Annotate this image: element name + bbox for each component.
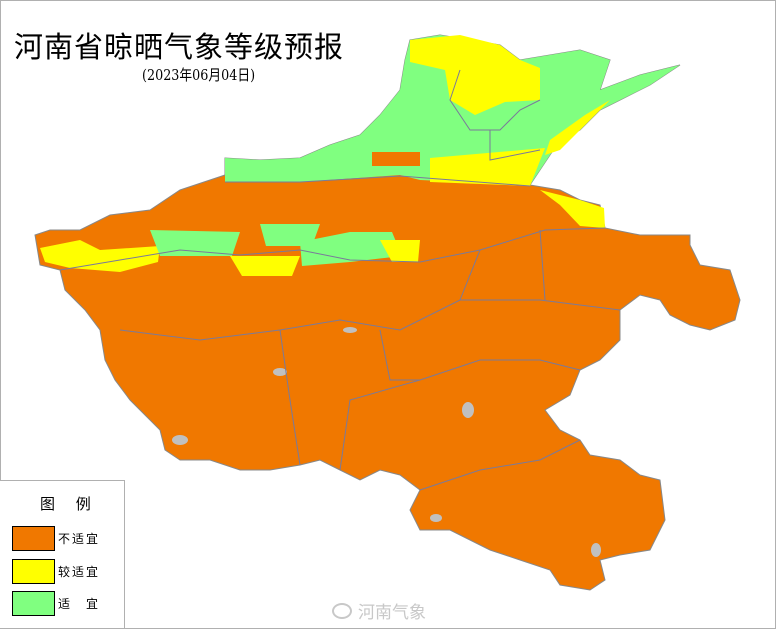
- reservoir: [462, 402, 474, 418]
- region-fair-central: [230, 256, 300, 276]
- region-fair-west: [40, 240, 160, 272]
- region-suitable-west: [150, 230, 240, 256]
- legend-swatch: [12, 591, 55, 616]
- weibo-icon: [332, 602, 352, 619]
- legend-label: 不适宜: [58, 532, 101, 546]
- legend-item-suitable: 适 宜: [12, 591, 100, 616]
- region-suitable-north: [225, 35, 680, 185]
- region-suitable-central1: [260, 224, 320, 246]
- reservoir: [343, 327, 357, 333]
- legend-swatch: [12, 559, 55, 584]
- region-fair-north: [410, 35, 540, 115]
- region-fair-east: [540, 190, 605, 228]
- legend: 图 例 不适宜 较适宜 适 宜: [0, 480, 125, 629]
- legend-label: 适 宜: [58, 597, 101, 611]
- reservoir: [430, 514, 442, 522]
- map-date: (2023年06月04日): [142, 66, 256, 84]
- city-boundaries: [59, 69, 621, 491]
- water-bodies: [172, 327, 601, 557]
- map-title: 河南省晾晒气象等级预报: [14, 30, 345, 64]
- legend-label: 较适宜: [58, 565, 101, 579]
- legend-swatch: [12, 526, 55, 551]
- reservoir: [172, 435, 188, 445]
- legend-item-unsuitable: 不适宜: [12, 526, 100, 551]
- region-suitable-central2: [300, 232, 402, 266]
- watermark-text: 河南气象: [358, 603, 426, 623]
- region-unsuitable-patch: [372, 152, 420, 166]
- region-fair-northeast: [545, 100, 610, 155]
- region-fair-central2: [380, 240, 420, 262]
- reservoir: [591, 543, 601, 557]
- legend-item-fair: 较适宜: [12, 559, 100, 584]
- region-unsuitable: [34, 34, 741, 591]
- reservoir: [273, 368, 287, 376]
- legend-title: 图 例: [40, 495, 99, 513]
- region-fair-band: [430, 148, 545, 186]
- watermark: 河南气象: [332, 598, 426, 623]
